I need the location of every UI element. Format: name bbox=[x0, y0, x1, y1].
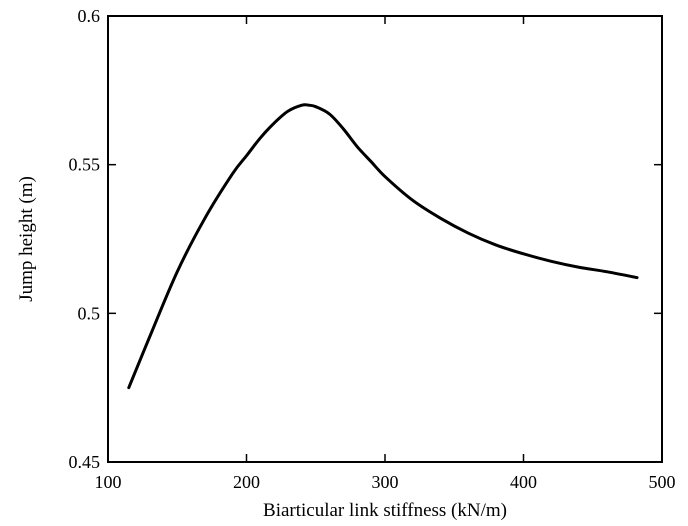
axis-ticks bbox=[107, 15, 663, 463]
y-tick-label: 0.45 bbox=[69, 452, 101, 472]
x-tick-label: 100 bbox=[95, 472, 122, 492]
plot-frame bbox=[107, 15, 663, 463]
x-tick-label: 300 bbox=[372, 472, 399, 492]
y-tick-label: 0.5 bbox=[78, 303, 101, 323]
y-axis-label: Jump height (m) bbox=[16, 176, 37, 302]
x-axis-label: Biarticular link stiffness (kN/m) bbox=[263, 500, 507, 521]
axis-tick-labels: 100 200 300 400 500 0.45 0.5 0.55 0.6 bbox=[69, 6, 676, 492]
x-tick-label: 500 bbox=[649, 472, 676, 492]
x-tick-label: 400 bbox=[510, 472, 537, 492]
x-tick-label: 200 bbox=[233, 472, 260, 492]
y-tick-label: 0.55 bbox=[69, 155, 101, 175]
y-tick-label: 0.6 bbox=[78, 6, 101, 26]
series-line bbox=[127, 103, 639, 390]
